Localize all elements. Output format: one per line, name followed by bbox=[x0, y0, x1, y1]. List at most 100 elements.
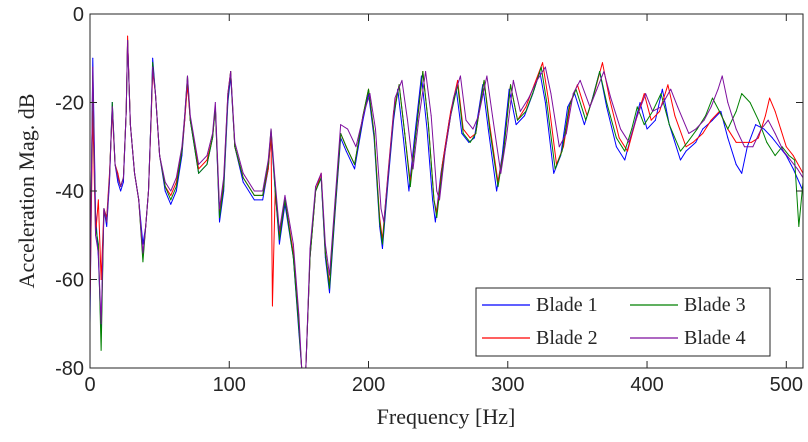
data-point-blade-3 bbox=[668, 124, 670, 126]
data-point-blade-2 bbox=[692, 141, 694, 143]
data-point-blade-4 bbox=[355, 146, 357, 148]
data-point-blade-3 bbox=[735, 110, 737, 112]
data-point-blade-1 bbox=[242, 181, 244, 183]
data-point-blade-3 bbox=[398, 84, 400, 86]
data-point-blade-3 bbox=[517, 119, 519, 121]
data-point-blade-4 bbox=[242, 172, 244, 174]
data-point-blade-4 bbox=[315, 186, 317, 188]
data-point-blade-2 bbox=[774, 110, 776, 112]
data-point-blade-4 bbox=[744, 146, 746, 148]
data-point-blade-4 bbox=[677, 106, 679, 108]
data-point-blade-3 bbox=[170, 199, 172, 201]
data-point-blade-3 bbox=[219, 217, 221, 219]
data-point-blade-1 bbox=[92, 57, 94, 59]
data-point-blade-3 bbox=[368, 88, 370, 90]
data-point-blade-1 bbox=[741, 172, 743, 174]
data-point-blade-3 bbox=[599, 71, 601, 73]
data-point-blade-3 bbox=[175, 186, 177, 188]
data-point-blade-4 bbox=[100, 323, 102, 325]
data-point-blade-4 bbox=[717, 88, 719, 90]
data-point-blade-4 bbox=[253, 190, 255, 192]
x-tick-label: 400 bbox=[630, 374, 663, 396]
data-point-blade-1 bbox=[408, 190, 410, 192]
data-point-blade-4 bbox=[783, 150, 784, 152]
data-point-blade-2 bbox=[542, 62, 544, 64]
data-point-blade-1 bbox=[420, 75, 422, 77]
x-tick-label: 500 bbox=[770, 374, 803, 396]
data-point-blade-4 bbox=[106, 221, 108, 223]
data-point-blade-2 bbox=[117, 172, 119, 174]
data-point-blade-4 bbox=[147, 190, 149, 192]
data-point-blade-1 bbox=[402, 137, 404, 139]
y-tick-label: -20 bbox=[55, 93, 84, 115]
data-point-blade-4 bbox=[528, 97, 530, 99]
data-point-blade-3 bbox=[100, 349, 102, 351]
data-point-blade-1 bbox=[468, 141, 470, 143]
data-point-blade-3 bbox=[568, 106, 570, 108]
data-point-blade-4 bbox=[789, 159, 791, 161]
data-point-blade-4 bbox=[103, 208, 105, 210]
data-point-blade-3 bbox=[427, 124, 429, 126]
data-point-blade-4 bbox=[152, 66, 154, 68]
data-point-blade-2 bbox=[769, 97, 771, 99]
series-line-blade-4 bbox=[90, 40, 803, 368]
data-point-blade-4 bbox=[536, 79, 538, 81]
data-point-blade-4 bbox=[320, 172, 322, 174]
data-point-blade-4 bbox=[603, 71, 605, 73]
data-point-blade-4 bbox=[394, 97, 396, 99]
data-point-blade-1 bbox=[164, 190, 166, 192]
data-point-blade-1 bbox=[720, 110, 722, 112]
data-point-blade-3 bbox=[212, 137, 214, 139]
data-point-blade-3 bbox=[533, 88, 535, 90]
data-point-blade-4 bbox=[796, 168, 798, 170]
data-point-blade-3 bbox=[152, 62, 154, 64]
data-point-blade-4 bbox=[670, 88, 672, 90]
data-point-blade-4 bbox=[589, 106, 591, 108]
data-point-blade-4 bbox=[114, 163, 116, 165]
data-point-blade-4 bbox=[134, 172, 136, 174]
data-point-blade-3 bbox=[142, 261, 144, 263]
data-point-blade-2 bbox=[601, 62, 603, 64]
data-point-blade-1 bbox=[567, 106, 569, 108]
data-point-blade-4 bbox=[212, 132, 214, 134]
data-point-blade-4 bbox=[145, 225, 147, 227]
data-point-blade-2 bbox=[702, 132, 704, 134]
y-axis-label: Acceleration Mag. dB bbox=[14, 94, 39, 289]
data-point-blade-4 bbox=[418, 119, 420, 121]
data-point-blade-4 bbox=[752, 146, 754, 148]
data-point-blade-4 bbox=[111, 106, 113, 108]
data-point-blade-4 bbox=[727, 102, 729, 103]
data-point-blade-2 bbox=[757, 137, 759, 139]
data-point-blade-3 bbox=[206, 163, 208, 165]
data-point-blade-4 bbox=[189, 115, 191, 117]
data-point-blade-4 bbox=[439, 199, 441, 201]
data-point-blade-4 bbox=[491, 115, 493, 117]
data-point-blade-2 bbox=[608, 97, 610, 99]
data-point-blade-2 bbox=[457, 79, 459, 81]
data-point-blade-2 bbox=[792, 155, 794, 157]
data-point-blade-4 bbox=[512, 79, 514, 81]
data-point-blade-1 bbox=[117, 181, 119, 183]
data-point-blade-4 bbox=[710, 106, 712, 108]
data-point-blade-4 bbox=[465, 119, 467, 121]
data-point-blade-3 bbox=[436, 217, 438, 219]
data-point-blade-1 bbox=[679, 159, 681, 161]
data-point-blade-1 bbox=[508, 88, 510, 90]
data-point-blade-4 bbox=[383, 221, 385, 223]
data-point-blade-3 bbox=[324, 252, 326, 254]
data-point-blade-1 bbox=[487, 128, 489, 130]
data-point-blade-4 bbox=[472, 128, 474, 130]
y-tick-label: -80 bbox=[55, 358, 84, 380]
data-point-blade-4 bbox=[117, 177, 119, 179]
data-point-blade-4 bbox=[767, 119, 769, 121]
data-point-blade-4 bbox=[214, 102, 216, 103]
x-axis-label: Frequency [Hz] bbox=[377, 404, 516, 429]
data-point-blade-4 bbox=[660, 106, 662, 108]
data-point-blade-2 bbox=[271, 305, 273, 307]
data-point-blade-1 bbox=[661, 88, 663, 90]
data-point-blade-4 bbox=[309, 248, 311, 250]
x-tick-label: 0 bbox=[84, 374, 95, 396]
data-point-blade-3 bbox=[381, 243, 383, 245]
data-point-blade-3 bbox=[234, 146, 236, 148]
data-point-blade-1 bbox=[685, 150, 687, 152]
